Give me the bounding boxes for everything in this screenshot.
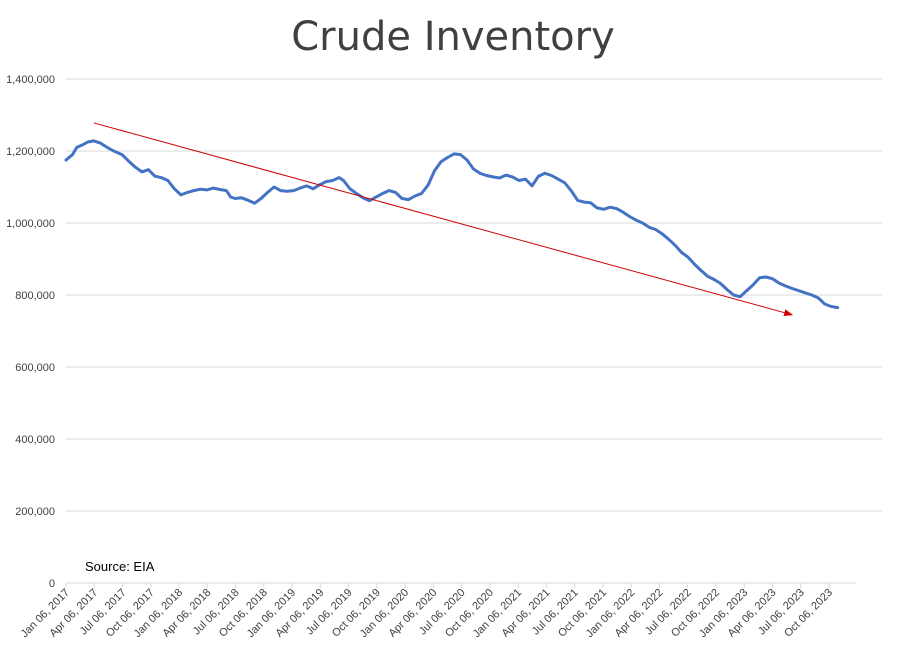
y-tick-label: 200,000 [15, 506, 55, 518]
y-axis: 0 200,000 400,000 600,000 800,000 1,000,000 1,… [6, 74, 55, 590]
y-tick-label: 800,000 [15, 290, 55, 302]
y-tick-label: 400,000 [15, 434, 55, 446]
y-tick-label: 1,200,000 [6, 146, 55, 158]
y-tick-label: 1,000,000 [6, 218, 55, 230]
y-tick-label: 1,400,000 [6, 74, 55, 86]
y-tick-label: 600,000 [15, 362, 55, 374]
series-line [64, 139, 840, 310]
gridlines [66, 78, 882, 512]
source-annotation: Source: EIA [85, 559, 155, 574]
y-tick-label: 0 [49, 578, 55, 590]
trend-arrow [93, 122, 794, 317]
chart-title: Crude Inventory [291, 14, 615, 60]
